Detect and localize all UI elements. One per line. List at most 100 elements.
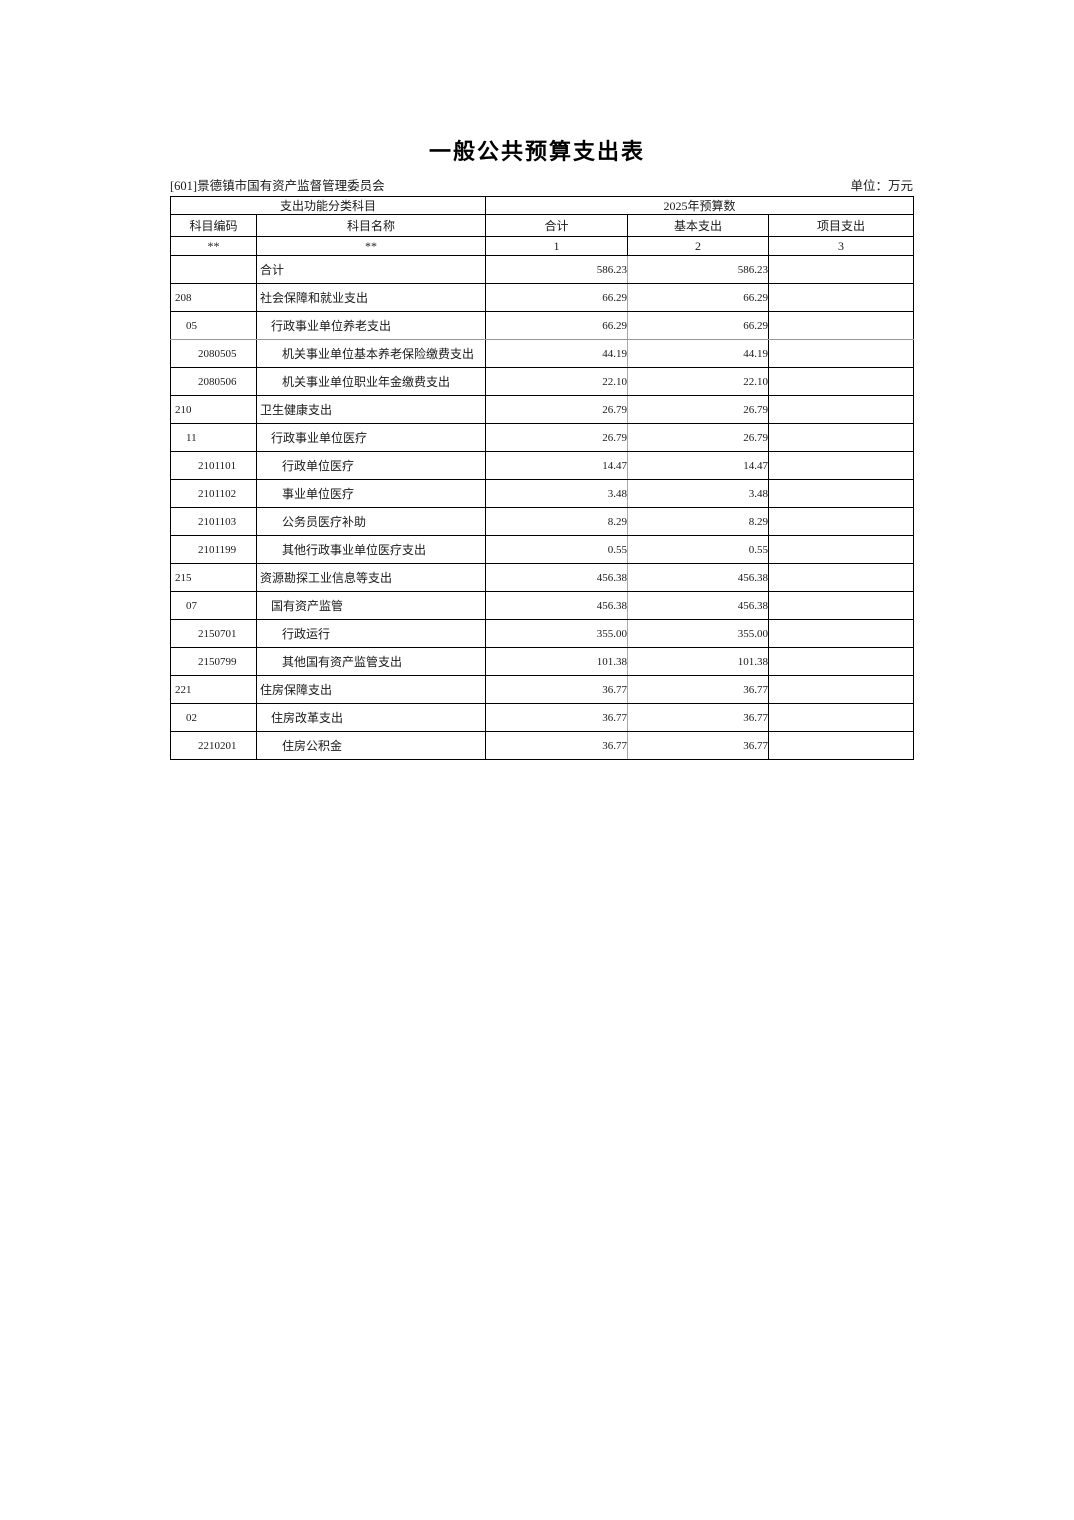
- project-expenditure-cell: [768, 339, 915, 368]
- total-amount-cell: 66.29: [485, 311, 629, 340]
- table-row: 210 卫生健康支出 26.79 26.79: [170, 395, 915, 424]
- col-header-subject-name: 科目名称: [255, 214, 487, 237]
- header-group-row: 支出功能分类科目 2025年预算数: [169, 196, 915, 215]
- table-row: 2080506 机关事业单位职业年金缴费支出 22.10 22.10: [170, 367, 915, 396]
- subject-name-cell: 国有资产监管: [255, 591, 487, 620]
- header-function-classification: 支出功能分类科目: [169, 196, 487, 215]
- subject-name-cell: 机关事业单位基本养老保险缴费支出: [255, 339, 487, 368]
- col-header-basic-expenditure: 基本支出: [627, 214, 770, 237]
- subject-code-cell: 2080506: [170, 367, 257, 396]
- subject-name-cell: 其他行政事业单位医疗支出: [255, 535, 487, 564]
- project-expenditure-cell: [768, 423, 915, 452]
- subject-code-cell: 2150799: [170, 647, 257, 676]
- basic-expenditure-cell: 355.00: [627, 619, 770, 648]
- table-row: 215 资源勘探工业信息等支出 456.38 456.38: [170, 563, 915, 592]
- total-amount-cell: 26.79: [485, 395, 629, 424]
- subject-name-cell: 资源勘探工业信息等支出: [255, 563, 487, 592]
- basic-expenditure-cell: 456.38: [627, 591, 770, 620]
- total-amount-cell: 456.38: [485, 563, 629, 592]
- table-row: 2150701 行政运行 355.00 355.00: [170, 619, 915, 648]
- project-expenditure-cell: [768, 367, 915, 396]
- subject-name-cell: 住房公积金: [255, 731, 487, 760]
- subject-code-cell: 215: [170, 563, 257, 592]
- basic-expenditure-cell: 26.79: [627, 395, 770, 424]
- subject-code-cell: 2101103: [170, 507, 257, 536]
- project-expenditure-cell: [768, 591, 915, 620]
- subject-code-cell: 2080505: [170, 339, 257, 368]
- subject-code-cell: 210: [170, 395, 257, 424]
- basic-expenditure-cell: 0.55: [627, 535, 770, 564]
- total-amount-cell: 8.29: [485, 507, 629, 536]
- project-expenditure-cell: [768, 311, 915, 340]
- basic-expenditure-cell: 456.38: [627, 563, 770, 592]
- subject-code-cell: 2101102: [170, 479, 257, 508]
- subject-name-cell: 合计: [255, 255, 487, 284]
- total-amount-cell: 36.77: [485, 703, 629, 732]
- total-amount-cell: 66.29: [485, 283, 629, 312]
- total-amount-cell: 44.19: [485, 339, 629, 368]
- table-row: 208 社会保障和就业支出 66.29 66.29: [170, 283, 915, 312]
- subject-code-cell: 05: [170, 311, 257, 340]
- col-header-subject-code: 科目编码: [170, 214, 257, 237]
- basic-expenditure-cell: 101.38: [627, 647, 770, 676]
- project-expenditure-cell: [768, 395, 915, 424]
- subject-name-cell: 住房改革支出: [255, 703, 487, 732]
- header-budget-2025: 2025年预算数: [485, 196, 915, 215]
- project-expenditure-cell: [768, 451, 915, 480]
- table-row: 11 行政事业单位医疗 26.79 26.79: [170, 423, 915, 452]
- total-amount-cell: 14.47: [485, 451, 629, 480]
- subject-code-cell: [170, 255, 257, 284]
- basic-expenditure-cell: 8.29: [627, 507, 770, 536]
- table-row: 07 国有资产监管 456.38 456.38: [170, 591, 915, 620]
- project-expenditure-cell: [768, 479, 915, 508]
- total-amount-cell: 36.77: [485, 675, 629, 704]
- subject-name-cell: 行政运行: [255, 619, 487, 648]
- total-amount-cell: 355.00: [485, 619, 629, 648]
- table-row: 2101102 事业单位医疗 3.48 3.48: [170, 479, 915, 508]
- subject-code-cell: 2101199: [170, 535, 257, 564]
- subject-code-cell: 221: [170, 675, 257, 704]
- budget-table: 支出功能分类科目 2025年预算数 科目编码 科目名称 合计 基本支出 项目支出…: [169, 196, 915, 760]
- meta-row: [601]景德镇市国有资产监督管理委员会 单位：万元: [170, 175, 913, 194]
- basic-expenditure-cell: 3.48: [627, 479, 770, 508]
- total-amount-cell: 0.55: [485, 535, 629, 564]
- project-expenditure-cell: [768, 731, 915, 760]
- basic-expenditure-cell: 36.77: [627, 675, 770, 704]
- table-row: 2101103 公务员医疗补助 8.29 8.29: [170, 507, 915, 536]
- total-amount-cell: 456.38: [485, 591, 629, 620]
- project-expenditure-cell: [768, 647, 915, 676]
- total-amount-cell: 586.23: [485, 255, 629, 284]
- basic-expenditure-cell: 586.23: [627, 255, 770, 284]
- table-row: 2210201 住房公积金 36.77 36.77: [170, 731, 915, 760]
- table-row: 02 住房改革支出 36.77 36.77: [170, 703, 915, 732]
- table-header: 支出功能分类科目 2025年预算数 科目编码 科目名称 合计 基本支出 项目支出…: [169, 196, 915, 256]
- table-body: 合计 586.23 586.23 208 社会保障和就业支出 66.29 66.29 05 行政…: [170, 255, 915, 760]
- basic-expenditure-cell: 26.79: [627, 423, 770, 452]
- table-row: 2101101 行政单位医疗 14.47 14.47: [170, 451, 915, 480]
- subject-name-cell: 社会保障和就业支出: [255, 283, 487, 312]
- col-header-project-expenditure: 项目支出: [768, 214, 915, 237]
- page-title: 一般公共预算支出表: [428, 139, 645, 164]
- subject-code-cell: 02: [170, 703, 257, 732]
- unit-label: 单位：万元: [850, 179, 913, 193]
- header-index-row: ** ** 1 2 3: [170, 236, 915, 256]
- basic-expenditure-cell: 22.10: [627, 367, 770, 396]
- col-header-total: 合计: [485, 214, 629, 237]
- subject-name-cell: 卫生健康支出: [255, 395, 487, 424]
- table-row: 2101199 其他行政事业单位医疗支出 0.55 0.55: [170, 535, 915, 564]
- total-amount-cell: 3.48: [485, 479, 629, 508]
- project-expenditure-cell: [768, 563, 915, 592]
- basic-column-number: 2: [627, 236, 770, 256]
- basic-expenditure-cell: 14.47: [627, 451, 770, 480]
- total-column-number: 1: [485, 236, 629, 256]
- code-mask: **: [170, 236, 257, 256]
- subject-code-cell: 07: [170, 591, 257, 620]
- project-expenditure-cell: [768, 507, 915, 536]
- project-expenditure-cell: [768, 675, 915, 704]
- subject-name-cell: 机关事业单位职业年金缴费支出: [255, 367, 487, 396]
- subject-name-cell: 行政单位医疗: [255, 451, 487, 480]
- basic-expenditure-cell: 36.77: [627, 703, 770, 732]
- subject-code-cell: 11: [170, 423, 257, 452]
- project-expenditure-cell: [768, 255, 915, 284]
